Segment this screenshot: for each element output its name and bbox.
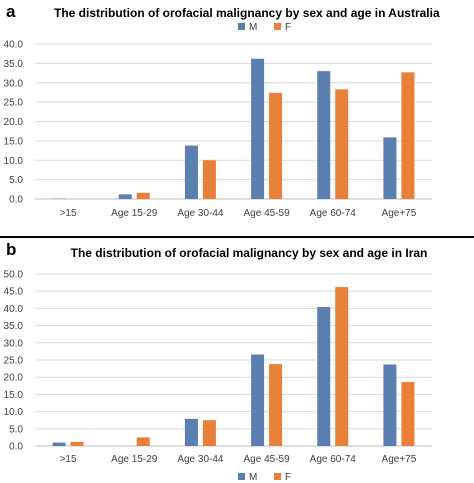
legend-label: M: [249, 472, 257, 483]
y-tick-label: 15.0: [4, 390, 24, 401]
y-tick-label: 35.0: [4, 321, 24, 332]
chart-title: The distribution of orofacial malignancy…: [54, 6, 440, 20]
legend-swatch: [274, 23, 281, 30]
x-tick-label: Age 30-44: [177, 208, 224, 219]
y-tick-label: 20.0: [4, 117, 24, 128]
bar-m: [383, 137, 397, 199]
x-tick-label: Age 60-74: [310, 208, 357, 219]
y-tick-label: 0.0: [9, 442, 23, 453]
y-tick-label: 10.0: [4, 156, 24, 167]
bar-m: [251, 354, 265, 446]
bar-f: [401, 382, 415, 446]
y-tick-label: 25.0: [4, 356, 24, 367]
bar-f: [202, 420, 216, 446]
x-tick-label: Age 30-44: [177, 454, 224, 465]
panel-divider: [0, 236, 474, 238]
y-tick-label: 5.0: [9, 424, 23, 435]
bar-f: [70, 441, 84, 446]
y-tick-label: 45.0: [4, 287, 24, 298]
bar-m: [383, 364, 397, 446]
bar-f: [136, 192, 150, 199]
bar-chart-australia: 0.0 5.0 10.0 15.0 20.0 25.0 30.0 35.0 40.0 >15 Age…: [4, 22, 432, 219]
bar-m: [184, 418, 198, 446]
chart-panel-iran: b The distribution of orofacial malignan…: [0, 238, 474, 483]
bar-f: [335, 287, 349, 446]
bar-m: [251, 58, 265, 199]
bar-m: [118, 194, 132, 199]
legend-swatch: [238, 473, 245, 480]
chart-panel-australia: a The distribution of orofacial malignan…: [0, 0, 474, 236]
x-tick-label: Age 60-74: [310, 454, 357, 465]
bar-f: [335, 89, 349, 199]
x-tick-label: Age 15-29: [111, 208, 158, 219]
x-tick-label: Age 45-59: [244, 208, 291, 219]
y-tick-label: 0.0: [9, 195, 23, 206]
legend-swatch: [274, 473, 281, 480]
legend-swatch: [238, 23, 245, 30]
chart-title: The distribution of orofacial malignancy…: [70, 246, 428, 260]
bar-f: [401, 72, 415, 199]
y-tick-label: 20.0: [4, 373, 24, 384]
y-tick-label: 5.0: [9, 175, 23, 186]
x-tick-label: Age+75: [382, 454, 417, 465]
panel-letter: a: [6, 2, 16, 21]
y-tick-label: 30.0: [4, 78, 24, 89]
x-tick-label: Age+75: [382, 208, 417, 219]
bar-m: [184, 145, 198, 199]
legend-label: F: [285, 472, 291, 483]
bar-f: [202, 160, 216, 199]
y-tick-label: 15.0: [4, 136, 24, 147]
bar-m: [317, 71, 331, 199]
y-tick-label: 50.0: [4, 270, 24, 281]
legend-label: F: [285, 22, 291, 33]
x-tick-label: Age 15-29: [111, 454, 158, 465]
bar-f: [269, 364, 283, 446]
y-tick-label: 10.0: [4, 407, 24, 418]
bar-m: [317, 307, 331, 446]
legend-label: M: [249, 22, 257, 33]
bar-f: [136, 437, 150, 446]
x-tick-label: Age 45-59: [244, 454, 291, 465]
y-tick-label: 30.0: [4, 338, 24, 349]
y-tick-label: 25.0: [4, 98, 24, 109]
bar-m: [52, 442, 66, 446]
x-tick-label: >15: [60, 208, 77, 219]
y-tick-label: 40.0: [4, 304, 24, 315]
panel-letter: b: [6, 240, 17, 259]
bar-chart-iran: 0.0 5.0 10.0 15.0 20.0 25.0 30.0 35.0 40.0 45.0 50…: [4, 270, 432, 483]
y-tick-label: 35.0: [4, 59, 24, 70]
bar-f: [269, 92, 283, 199]
x-tick-label: >15: [60, 454, 77, 465]
y-tick-label: 40.0: [4, 40, 24, 51]
